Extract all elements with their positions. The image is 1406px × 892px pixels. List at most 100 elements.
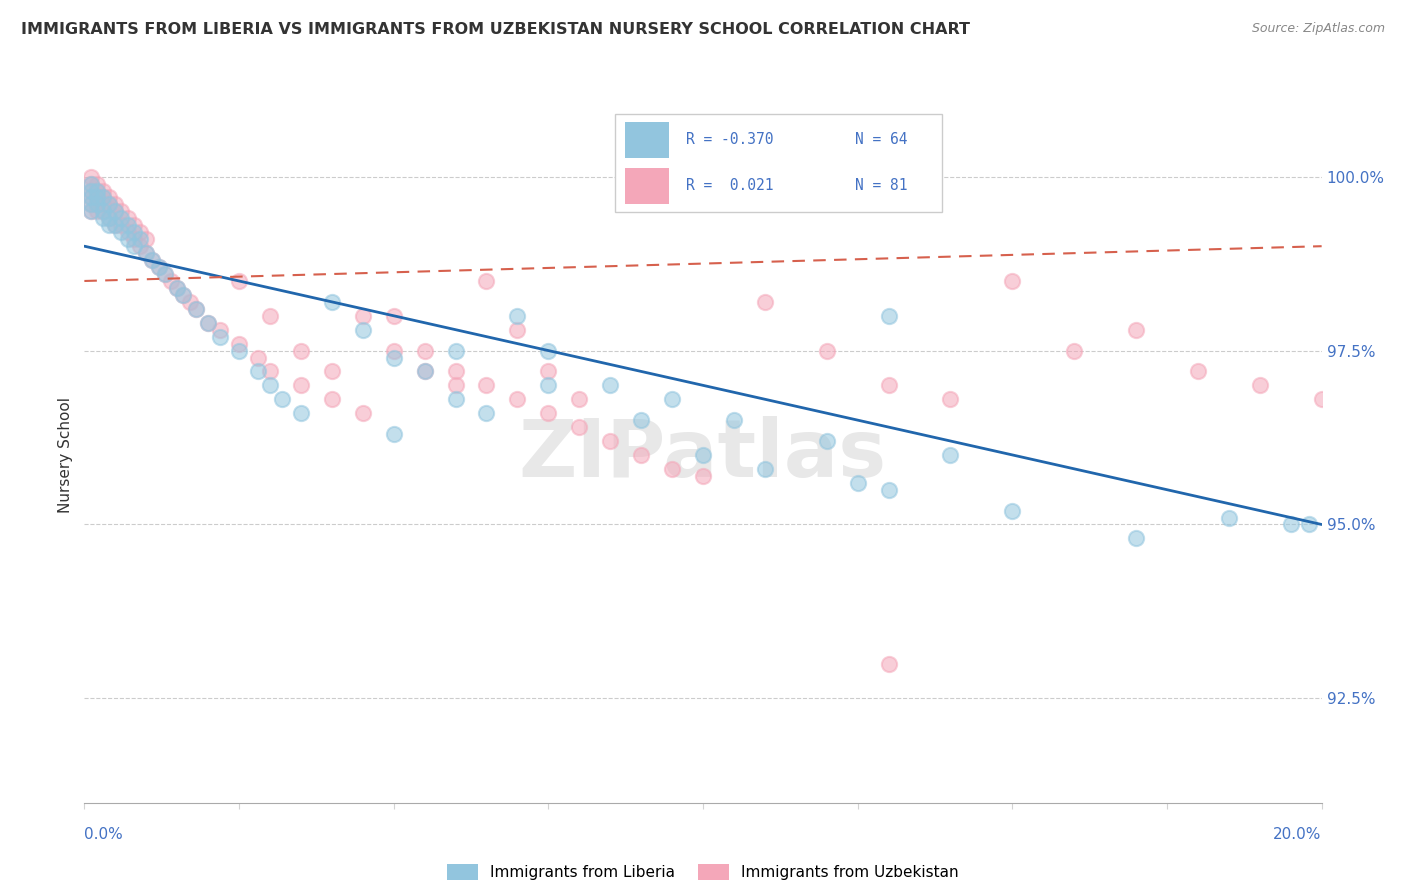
Point <box>1298 517 1320 532</box>
Point <box>86 184 108 198</box>
Point <box>153 267 176 281</box>
Point <box>91 204 114 219</box>
Point <box>91 197 114 211</box>
Point <box>172 288 194 302</box>
Point <box>259 378 281 392</box>
Point <box>506 392 529 407</box>
Point <box>723 413 745 427</box>
Point <box>877 657 900 671</box>
Point <box>537 343 560 358</box>
Point <box>117 219 139 233</box>
Point <box>661 392 683 407</box>
Point <box>79 197 101 211</box>
Point <box>79 204 101 219</box>
Point <box>98 190 121 204</box>
Point <box>104 197 127 211</box>
Point <box>661 462 683 476</box>
Point <box>79 190 101 204</box>
Point <box>197 316 219 330</box>
Point <box>877 309 900 323</box>
Point <box>172 288 194 302</box>
Point <box>129 232 152 246</box>
Point <box>104 204 127 219</box>
Point <box>117 211 139 226</box>
Point <box>754 462 776 476</box>
Point <box>352 309 374 323</box>
FancyBboxPatch shape <box>626 168 669 204</box>
Point <box>209 329 232 343</box>
Point <box>1063 343 1085 358</box>
Point <box>117 225 139 239</box>
Point <box>160 274 183 288</box>
Point <box>104 219 127 233</box>
Point <box>444 392 467 407</box>
Point <box>91 204 114 219</box>
Point <box>877 483 900 497</box>
Point <box>537 364 560 378</box>
Point <box>259 309 281 323</box>
Point <box>506 309 529 323</box>
Point <box>382 427 405 442</box>
Text: R = -0.370: R = -0.370 <box>686 132 773 147</box>
Point <box>110 219 132 233</box>
Point <box>413 364 436 378</box>
Point <box>939 448 962 462</box>
Point <box>209 323 232 337</box>
Point <box>110 211 132 226</box>
Point <box>135 232 157 246</box>
Point <box>117 232 139 246</box>
Point <box>79 190 101 204</box>
Point <box>382 309 405 323</box>
Point <box>122 219 145 233</box>
Point <box>568 420 591 434</box>
Point <box>228 343 250 358</box>
Point <box>475 406 498 420</box>
Point <box>79 169 101 184</box>
Point <box>79 177 101 191</box>
Point <box>197 316 219 330</box>
Point <box>290 343 312 358</box>
Point <box>79 184 101 198</box>
Point <box>475 274 498 288</box>
Text: N = 81: N = 81 <box>855 178 907 194</box>
Point <box>122 232 145 246</box>
Point <box>79 177 101 191</box>
Point <box>91 190 114 204</box>
FancyBboxPatch shape <box>626 122 669 158</box>
Point <box>148 260 170 274</box>
Point <box>246 351 269 365</box>
Point <box>1001 503 1024 517</box>
Point <box>98 211 121 226</box>
Point <box>86 190 108 204</box>
Point <box>1001 274 1024 288</box>
Point <box>91 190 114 204</box>
Point <box>86 190 108 204</box>
Point <box>86 204 108 219</box>
Point <box>1125 323 1147 337</box>
Point <box>321 364 343 378</box>
Point <box>129 225 152 239</box>
Y-axis label: Nursery School: Nursery School <box>58 397 73 513</box>
Text: ZIPatlas: ZIPatlas <box>519 416 887 494</box>
Point <box>86 197 108 211</box>
Point <box>86 197 108 211</box>
Point <box>141 253 163 268</box>
Point <box>815 434 838 448</box>
Point <box>599 378 621 392</box>
Point <box>475 378 498 392</box>
Point <box>166 281 188 295</box>
Text: IMMIGRANTS FROM LIBERIA VS IMMIGRANTS FROM UZBEKISTAN NURSERY SCHOOL CORRELATION: IMMIGRANTS FROM LIBERIA VS IMMIGRANTS FR… <box>21 22 970 37</box>
Point <box>110 204 132 219</box>
Point <box>692 468 714 483</box>
Point <box>413 364 436 378</box>
Point <box>129 239 152 253</box>
Point <box>79 197 101 211</box>
Legend: Immigrants from Liberia, Immigrants from Uzbekistan: Immigrants from Liberia, Immigrants from… <box>447 864 959 880</box>
Point <box>98 197 121 211</box>
Point <box>352 406 374 420</box>
Point <box>1279 517 1302 532</box>
Point <box>290 406 312 420</box>
Point <box>246 364 269 378</box>
Point <box>877 378 900 392</box>
Point <box>1249 378 1271 392</box>
